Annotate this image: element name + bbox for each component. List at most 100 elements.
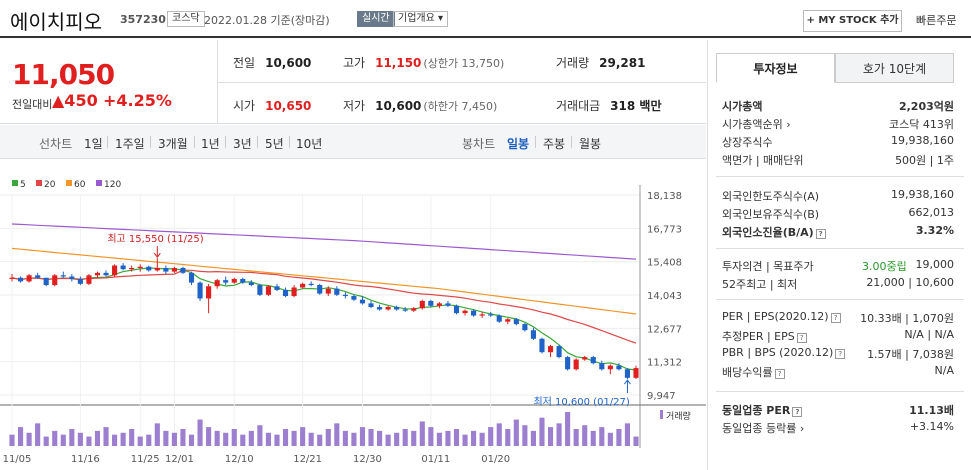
divider bbox=[289, 136, 290, 148]
candle-body bbox=[402, 309, 408, 311]
volume-bar bbox=[530, 430, 536, 446]
volume-bar bbox=[291, 430, 297, 446]
y-tick-label: 18,138 bbox=[647, 191, 682, 202]
list-item: 투자의견 | 목표주가 3.00중립 19,000 bbox=[722, 258, 954, 273]
candle-chart-label[interactable]: 봉차트 bbox=[462, 137, 496, 151]
candle-monthly[interactable]: 월봉 bbox=[579, 137, 602, 151]
candle-body bbox=[419, 300, 425, 309]
candle-body bbox=[43, 277, 49, 286]
tab-orderbook[interactable]: 호가 10단계 bbox=[835, 53, 954, 83]
legend-label: 60 bbox=[74, 180, 86, 190]
x-tick-label: 12/30 bbox=[353, 454, 382, 465]
candle-body bbox=[590, 357, 596, 364]
diff-label: 전일대비 bbox=[12, 98, 53, 111]
volume-bar bbox=[385, 434, 391, 446]
volume-bar bbox=[282, 429, 289, 446]
period-3m[interactable]: 3개월 bbox=[158, 137, 188, 151]
realtime-badge[interactable]: 실시간 bbox=[357, 11, 395, 27]
volume-bar bbox=[445, 430, 451, 446]
volume-bar bbox=[419, 421, 425, 446]
volume-bar bbox=[590, 430, 596, 446]
low-value: 10,600 bbox=[375, 99, 422, 113]
candle-body bbox=[52, 275, 58, 286]
company-overview-dropdown[interactable]: 기업개요 ▾ bbox=[393, 11, 448, 27]
volume-bar bbox=[26, 432, 32, 446]
candle-body bbox=[496, 315, 502, 322]
stock-name: 에이치피오 bbox=[10, 10, 102, 34]
quick-order-link[interactable]: 빠른주문 bbox=[916, 14, 957, 27]
volume-bar bbox=[223, 432, 229, 446]
candle-daily[interactable]: 일봉 bbox=[507, 137, 530, 151]
candle-body bbox=[214, 280, 220, 287]
volume-bar bbox=[394, 432, 400, 446]
volume-bar bbox=[52, 430, 58, 446]
valuation-section: PER | EPS(2020.12)? 10.33배 | 1,070원 추정PER… bbox=[722, 308, 954, 380]
candle-body bbox=[513, 319, 519, 325]
volume-bar bbox=[496, 423, 502, 446]
candle-body bbox=[385, 307, 391, 310]
help-icon[interactable]: ? bbox=[774, 369, 785, 379]
volume-bar bbox=[103, 427, 109, 446]
candle-weekly[interactable]: 주봉 bbox=[543, 137, 566, 151]
chart-annotations: 최고 15,550 (11/25) 최저 10,600 (01/27) bbox=[107, 233, 631, 408]
volume-bar bbox=[188, 434, 195, 446]
divider bbox=[217, 82, 706, 83]
help-icon[interactable]: ? bbox=[815, 229, 826, 239]
candle-body bbox=[633, 368, 639, 378]
candle-body bbox=[120, 265, 126, 270]
candle-body bbox=[573, 359, 579, 370]
period-3y[interactable]: 3년 bbox=[233, 137, 252, 151]
volume-bar bbox=[334, 423, 340, 446]
candle-body bbox=[197, 282, 203, 299]
price-chart[interactable]: 5 20 60 120 18,13816,77315,40814,04312,6771… bbox=[0, 160, 706, 470]
help-icon[interactable]: ? bbox=[796, 333, 807, 343]
period-5y[interactable]: 5년 bbox=[265, 137, 284, 151]
divider bbox=[716, 176, 964, 177]
volume-bar bbox=[214, 430, 220, 446]
volume-bar bbox=[171, 432, 177, 446]
candle-body bbox=[240, 278, 246, 283]
candle-body bbox=[607, 365, 613, 370]
volume-bar bbox=[265, 432, 272, 446]
base-date: 2022.01.28 기준(장마감) bbox=[204, 14, 330, 27]
period-1y[interactable]: 1년 bbox=[201, 137, 220, 151]
period-1w[interactable]: 1주일 bbox=[115, 137, 145, 151]
volume-bar bbox=[129, 429, 135, 446]
help-icon[interactable]: ? bbox=[792, 407, 803, 417]
legend-label: 20 bbox=[44, 180, 56, 190]
list-item: 시가총액순위 › 코스닥 413위 bbox=[722, 118, 954, 131]
y-tick-label: 16,773 bbox=[647, 224, 682, 235]
volume-bar bbox=[633, 436, 639, 446]
period-10y[interactable]: 10년 bbox=[296, 137, 323, 151]
candle-body bbox=[69, 276, 75, 279]
volume-bar bbox=[368, 429, 374, 446]
volume-bar bbox=[539, 417, 545, 446]
list-item: 시가총액 2,203억원 bbox=[722, 100, 954, 113]
upper-limit: (상한가 13,750) bbox=[423, 57, 505, 70]
candle-body bbox=[436, 303, 442, 306]
volume-bar bbox=[274, 434, 280, 446]
market-badge: 코스닥 bbox=[167, 11, 205, 27]
candle-body bbox=[342, 294, 348, 297]
candle-body bbox=[368, 303, 374, 308]
help-icon[interactable]: ? bbox=[830, 313, 841, 323]
tab-investment-info[interactable]: 투자정보 bbox=[716, 53, 835, 83]
x-tick-label: 12/10 bbox=[225, 454, 254, 465]
line-chart-label[interactable]: 선차트 bbox=[39, 137, 73, 151]
volume-bar bbox=[206, 427, 212, 446]
legend-label: 5 bbox=[20, 180, 26, 190]
candle-body bbox=[462, 310, 468, 314]
legend-swatch bbox=[36, 180, 42, 186]
period-1d[interactable]: 1일 bbox=[84, 137, 103, 151]
prev-close-value: 10,600 bbox=[265, 56, 312, 70]
help-icon[interactable]: ? bbox=[835, 349, 846, 359]
volume-bar bbox=[146, 434, 152, 446]
volume-bar bbox=[94, 430, 101, 446]
add-mystock-button[interactable]: + MY STOCK 추가 bbox=[803, 10, 902, 32]
x-tick-label: 11/16 bbox=[71, 454, 100, 465]
volume-bar bbox=[607, 432, 613, 446]
candle-body bbox=[599, 363, 605, 370]
lower-limit: (하한가 7,450) bbox=[423, 100, 498, 113]
volume-bar bbox=[428, 427, 434, 446]
divider bbox=[257, 136, 258, 148]
